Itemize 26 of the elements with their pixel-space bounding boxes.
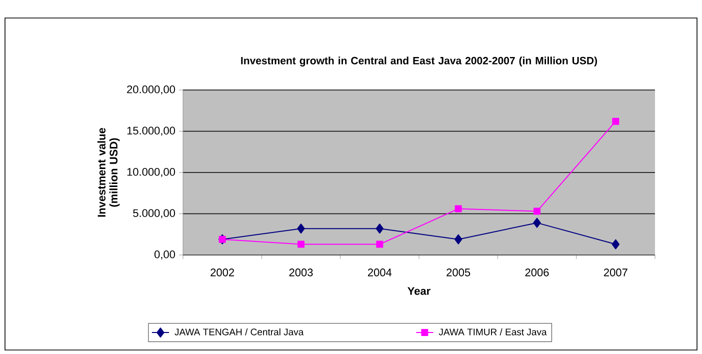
x-tick-label: 2003 [289, 268, 313, 276]
point [298, 240, 304, 248]
y-tick-label: 10.000,00 [127, 168, 176, 178]
x-axis-title: Year [408, 287, 430, 295]
legend-label: JAWA TIMUR / East Java [438, 328, 547, 336]
point [454, 205, 462, 212]
y-axis-title: Investment value (million USD) [97, 128, 120, 217]
y-tick-label: 5.000,00 [133, 209, 176, 218]
x-tick-label: 2004 [368, 268, 392, 276]
chart-title: Investment growth in Central and East Java 2002-2007 (in Million USD) [241, 56, 597, 66]
legend-label: JAWA TENGAH / Central Java [174, 328, 304, 336]
point [612, 239, 620, 250]
point [376, 224, 384, 234]
y-tick-label: 0,00 [154, 250, 176, 260]
y-tick-label: 20.000,00 [127, 85, 176, 95]
point [297, 224, 305, 234]
x-tick-label: 2007 [604, 268, 628, 276]
point [533, 208, 540, 215]
x-tick-label: 2006 [525, 268, 549, 276]
point [376, 240, 384, 248]
x-tick-label: 2005 [446, 268, 470, 276]
y-tick-label: 15.000,00 [127, 126, 176, 136]
point [612, 118, 620, 125]
point [533, 218, 541, 228]
point [454, 234, 462, 244]
x-tick-label: 2002 [210, 268, 234, 276]
